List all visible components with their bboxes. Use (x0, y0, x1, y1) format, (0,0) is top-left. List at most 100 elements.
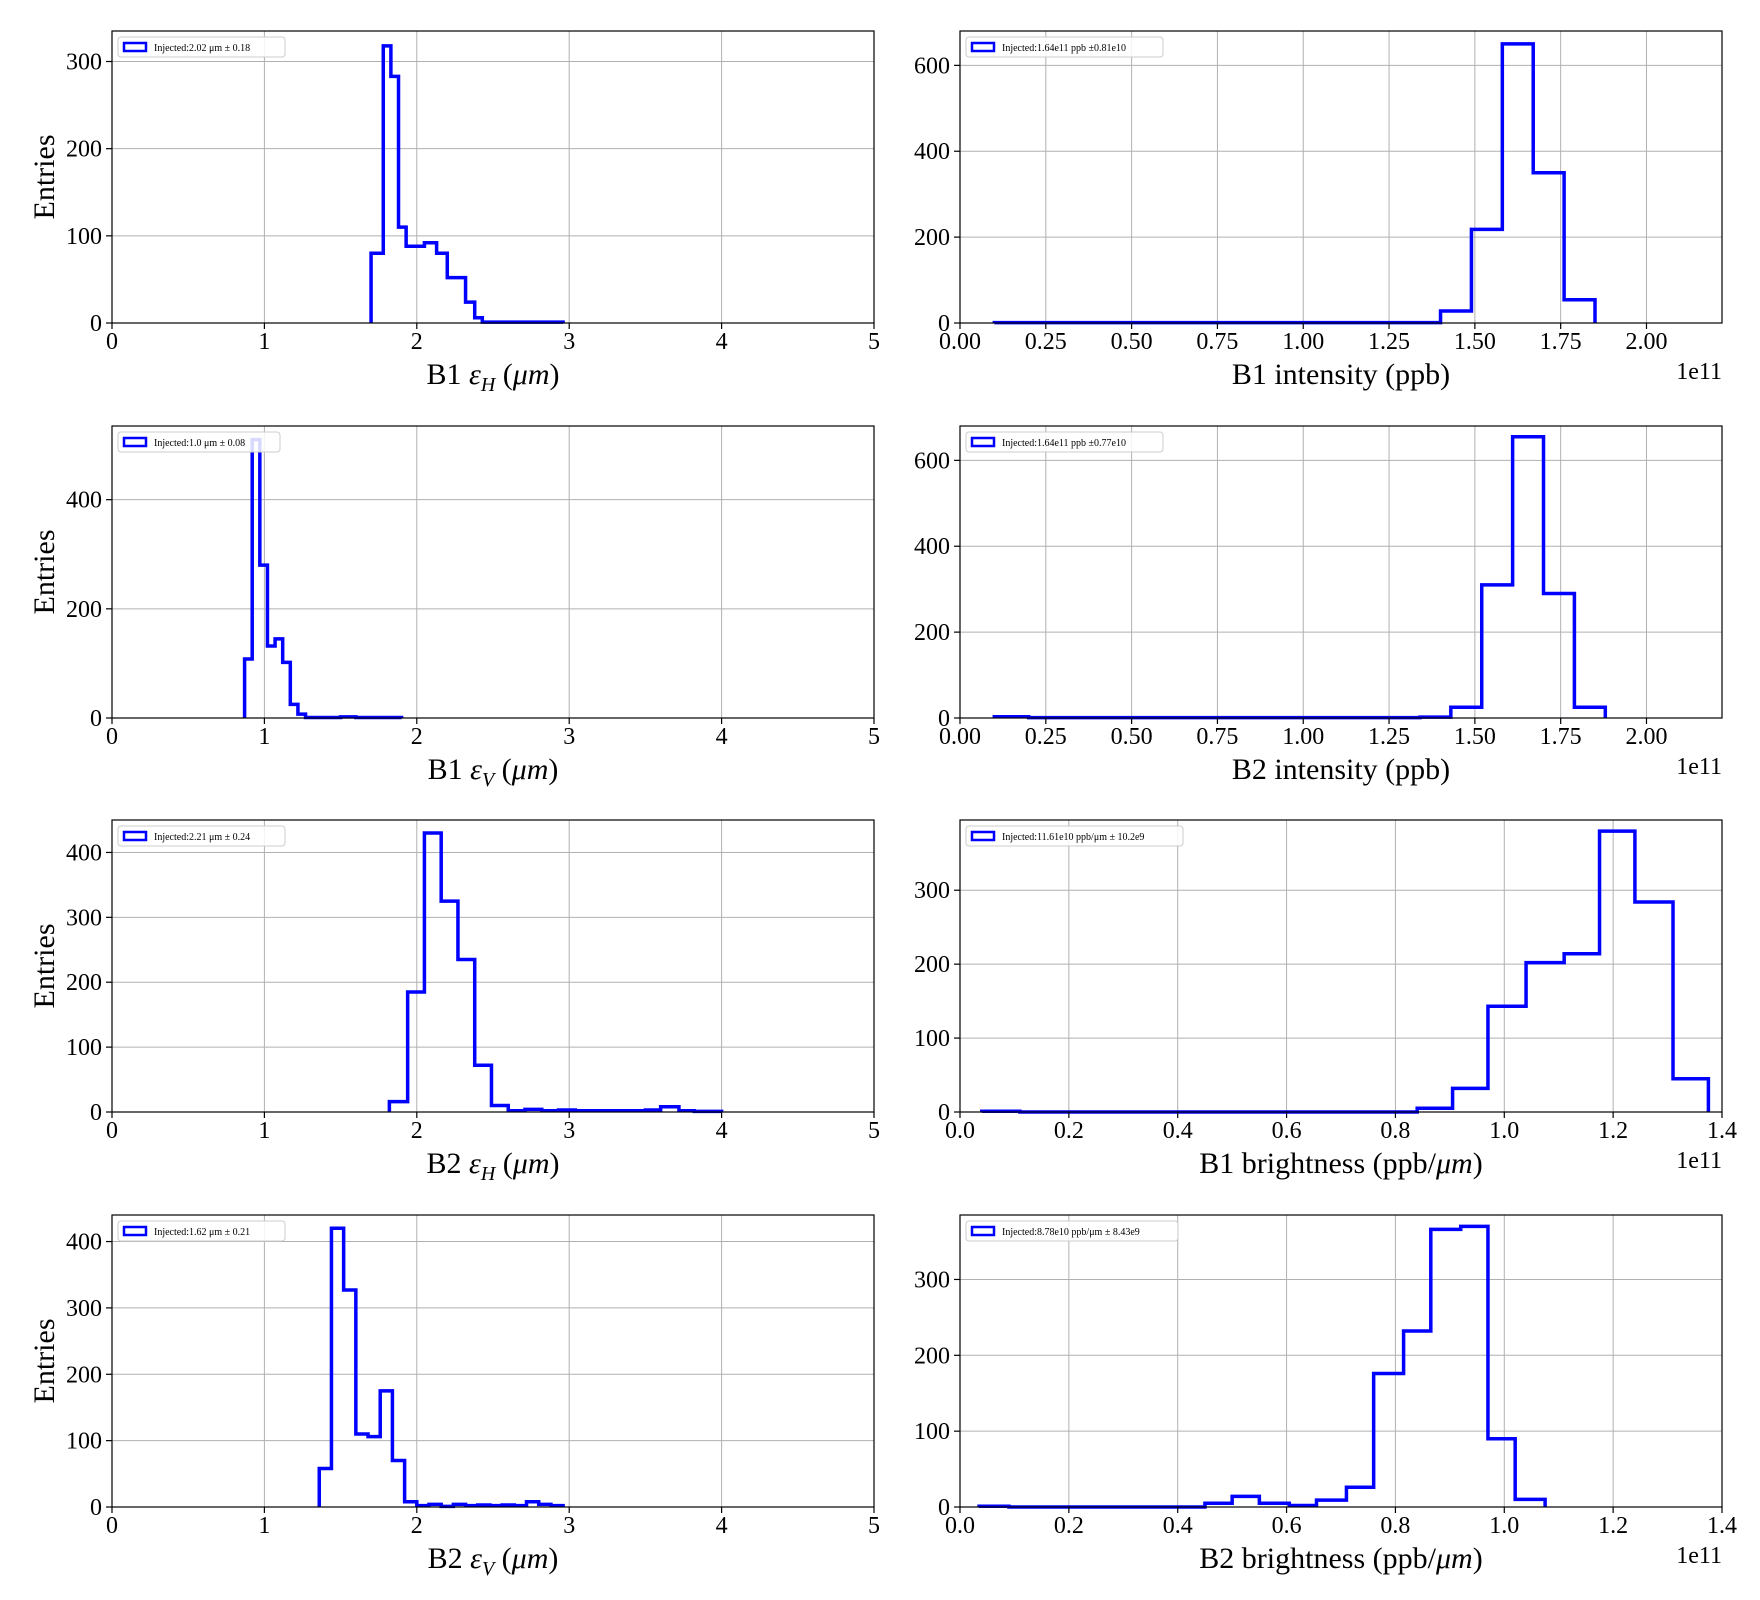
y-tick-label: 0 (90, 1495, 102, 1521)
x-tick-label: 0.00 (939, 724, 981, 750)
axes-frame (111, 1214, 875, 1508)
panel-b2-ev: 0 1 2 3 4 5 0 100 200 300 400 B2 εV (μm) Entries Inje… (28, 1214, 880, 1580)
y-tick-label: 0 (938, 311, 950, 337)
legend-swatch (970, 41, 996, 53)
axes-frame (959, 1214, 1723, 1508)
grid (111, 426, 875, 719)
x-tick-label: 1 (258, 1513, 270, 1539)
x-tick-label: 2.00 (1625, 724, 1667, 750)
y-tick-label: 0 (90, 1100, 102, 1126)
legend-label: Injected:1.64e11 ppb ±0.77e10 (1002, 438, 1126, 449)
x-tick-label: 4 (716, 329, 728, 355)
x-tick-label: 3 (563, 724, 575, 750)
y-tick-label: 200 (914, 952, 950, 978)
x-tick-label: 1 (258, 329, 270, 355)
grid (111, 31, 875, 324)
x-tick-label: 1.50 (1454, 724, 1496, 750)
x-tick-label: 0.75 (1196, 329, 1238, 355)
x-tick-label: 1.25 (1368, 724, 1410, 750)
panel-b2-brightness: 0.0 0.2 0.4 0.6 0.8 1.0 1.2 1.4 0 100 200 300 B2 bri… (914, 1214, 1737, 1575)
y-tick-label: 0 (938, 1495, 950, 1521)
panel-b2-eh: 0 1 2 3 4 5 0 100 200 300 400 B2 εH (μm) Entries Inje… (28, 819, 880, 1185)
y-tick-label: 200 (914, 1343, 950, 1369)
x-tick-label: 0.6 (1272, 1513, 1302, 1539)
grid (959, 1215, 1723, 1508)
x-axis-label: B1 εV (μm) (428, 753, 559, 791)
x-tick-label: 0.2 (1054, 1118, 1084, 1144)
axes-frame (959, 30, 1723, 324)
x-axis-label: B1 intensity (ppb) (1232, 358, 1450, 391)
x-axis-label: B2 εH (μm) (426, 1147, 559, 1185)
y-tick-label: 300 (66, 905, 102, 931)
x-tick-label: 1.0 (1489, 1118, 1519, 1144)
x-tick-label: 1 (258, 724, 270, 750)
x-tick-label: 4 (716, 724, 728, 750)
panel-b2-intensity: 0.00 0.25 0.50 0.75 1.00 1.25 1.50 1.75 2.00 0 200… (914, 425, 1723, 786)
x-offset-label: 1e11 (1676, 1148, 1722, 1174)
y-tick-label: 400 (66, 1230, 102, 1256)
axes-frame (111, 30, 875, 324)
x-tick-label: 0.50 (1111, 329, 1153, 355)
legend-box (965, 431, 1164, 453)
x-tick-label: 1.2 (1598, 1118, 1628, 1144)
y-axis-label: Entries (28, 924, 61, 1009)
x-tick-label: 1 (258, 1118, 270, 1144)
legend-box (117, 825, 286, 847)
x-tick-label: 2 (411, 1513, 423, 1539)
x-tick-label: 0 (106, 1513, 118, 1539)
legend-label: Injected:1.62 μm ± 0.21 (154, 1227, 250, 1238)
x-offset-label: 1e11 (1676, 754, 1722, 780)
legend: Injected:1.0 μm ± 0.08 (117, 431, 281, 453)
y-tick-label: 200 (66, 1362, 102, 1388)
legend: Injected:2.21 μm ± 0.24 (117, 825, 286, 847)
x-tick-label: 1.25 (1368, 329, 1410, 355)
y-axis-label: Entries (28, 530, 61, 615)
y-tick-label: 200 (914, 620, 950, 646)
x-tick-label: 0.8 (1380, 1513, 1410, 1539)
legend-swatch (970, 1225, 996, 1237)
x-tick-label: 3 (563, 1513, 575, 1539)
histogram-series (992, 434, 1608, 720)
x-tick-label: 0.00 (939, 329, 981, 355)
histogram-series (317, 1226, 565, 1509)
x-offset-label: 1e11 (1676, 359, 1722, 385)
legend-box (117, 36, 286, 58)
axes-frame (111, 425, 875, 719)
legend-label: Injected:11.61e10 ppb/μm ± 10.2e9 (1002, 832, 1144, 843)
histogram-series (242, 437, 404, 720)
y-tick-label: 400 (66, 488, 102, 514)
y-tick-label: 100 (66, 224, 102, 250)
x-tick-label: 1.2 (1598, 1513, 1628, 1539)
histogram-series (369, 44, 565, 324)
x-axis-label: B2 intensity (ppb) (1232, 753, 1450, 786)
y-axis-label: Entries (28, 1319, 61, 1404)
x-tick-label: 0 (106, 1118, 118, 1144)
legend-swatch (122, 1225, 148, 1237)
y-tick-label: 200 (66, 597, 102, 623)
grid (111, 1215, 875, 1508)
x-tick-label: 0.25 (1025, 329, 1067, 355)
axes-frame (959, 819, 1723, 1113)
y-axis-label: Entries (28, 135, 61, 220)
legend-label: Injected:8.78e10 ppb/μm ± 8.43e9 (1002, 1227, 1140, 1238)
x-tick-label: 0.4 (1163, 1118, 1193, 1144)
legend-swatch (122, 830, 148, 842)
x-tick-label: 1.0 (1489, 1513, 1519, 1539)
y-tick-label: 0 (90, 311, 102, 337)
y-tick-label: 300 (914, 1267, 950, 1293)
x-offset-label: 1e11 (1676, 1543, 1722, 1569)
y-tick-label: 0 (938, 1100, 950, 1126)
panel-b1-ev: 0 1 2 3 4 5 0 200 400 B1 εV (μm) Entries Injected:1… (28, 425, 880, 791)
x-tick-label: 0.2 (1054, 1513, 1084, 1539)
x-tick-label: 5 (868, 329, 880, 355)
x-tick-label: 3 (563, 1118, 575, 1144)
x-tick-label: 2 (411, 1118, 423, 1144)
legend-swatch (122, 436, 148, 448)
histogram-series (992, 42, 1597, 325)
x-tick-label: 0.8 (1380, 1118, 1410, 1144)
panel-b1-intensity: 0.00 0.25 0.50 0.75 1.00 1.25 1.50 1.75 2.00 0 200… (914, 30, 1723, 391)
y-tick-label: 0 (90, 706, 102, 732)
y-tick-label: 300 (66, 1296, 102, 1322)
grid (959, 820, 1723, 1113)
histogram-series (387, 831, 724, 1114)
